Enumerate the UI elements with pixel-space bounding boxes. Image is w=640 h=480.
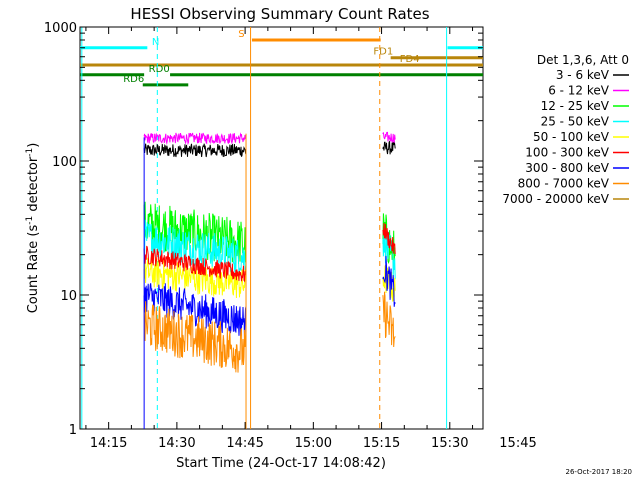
x-tick-label: 15:45 — [499, 436, 536, 451]
legend-entry-label: 3 - 6 keV — [556, 68, 610, 82]
flags-layer: N S FD1 FD4 RD0 RD6 — [80, 29, 483, 87]
flag-label-rd6: RD6 — [123, 74, 144, 85]
series-trace-0 — [382, 140, 396, 155]
series-trace-6 — [382, 255, 396, 307]
flag-label-s: S — [238, 29, 244, 40]
y-label-e: ) — [26, 143, 41, 148]
series-trace-3 — [143, 219, 247, 274]
chart-title: HESSI Observing Summary Count Rates — [130, 5, 429, 23]
y-label-sup2: -1 — [25, 148, 35, 157]
flag-label-fd1: FD1 — [373, 47, 393, 58]
legend-entry-label: 800 - 7000 keV — [518, 177, 610, 191]
vlines-layer — [81, 27, 448, 429]
legend-entry-label: 50 - 100 keV — [533, 130, 610, 144]
legend-entry-label: 300 - 800 keV — [525, 161, 609, 175]
x-tick-label: 15:30 — [431, 436, 468, 451]
y-axis-label: Count Rate (s-1 detector-1) — [25, 143, 41, 314]
y-tick-label: 100 — [52, 155, 77, 170]
y-tick-label: 10 — [60, 289, 77, 304]
y-tick-label: 1 — [69, 423, 77, 438]
series-trace-5 — [382, 222, 396, 255]
series-trace-1 — [382, 131, 396, 144]
series-trace-7 — [143, 301, 247, 373]
x-tick-label: 14:15 — [90, 436, 127, 451]
legend-entry-label: 25 - 50 keV — [541, 115, 610, 129]
x-tick-label: 15:15 — [363, 436, 400, 451]
y-tick-label: 1000 — [44, 21, 77, 36]
y-label-c: detector — [26, 156, 41, 216]
y-label-sup1: -1 — [25, 216, 35, 225]
x-axis-label: Start Time (24-Oct-17 14:08:42) — [176, 456, 386, 471]
legend-entry-label: 6 - 12 keV — [548, 84, 610, 98]
x-tick-label: 14:30 — [158, 436, 195, 451]
legend-entry-label: 7000 - 20000 keV — [502, 192, 609, 206]
ticks-layer: 14:15 14:30 14:45 15:00 15:15 15:30 15:45 1 10 10… — [44, 21, 537, 451]
series-layer — [143, 131, 396, 429]
series-trace-6 — [143, 283, 247, 339]
x-tick-label: 14:45 — [226, 436, 263, 451]
plot-axes — [79, 26, 484, 430]
series-trace-5 — [143, 245, 247, 283]
series-trace-4 — [143, 256, 247, 299]
flag-label-rd0: RD0 — [149, 64, 170, 75]
plot-frame — [79, 26, 484, 430]
flag-label-n: N — [152, 37, 159, 48]
legend-entry-label: 100 - 300 keV — [525, 146, 609, 160]
legend-title: Det 1,3,6, Att 0 — [537, 53, 629, 67]
series-trace-1 — [143, 132, 247, 146]
flag-label-fd4: FD4 — [400, 54, 420, 65]
series-trace-7 — [382, 291, 396, 348]
legend-entry-label: 12 - 25 keV — [541, 99, 610, 113]
y-label-a: Count Rate (s — [26, 225, 41, 314]
x-tick-label: 15:00 — [295, 436, 332, 451]
footer-date: 26-Oct-2017 18:20 — [566, 468, 632, 476]
series-trace-0 — [143, 143, 247, 158]
